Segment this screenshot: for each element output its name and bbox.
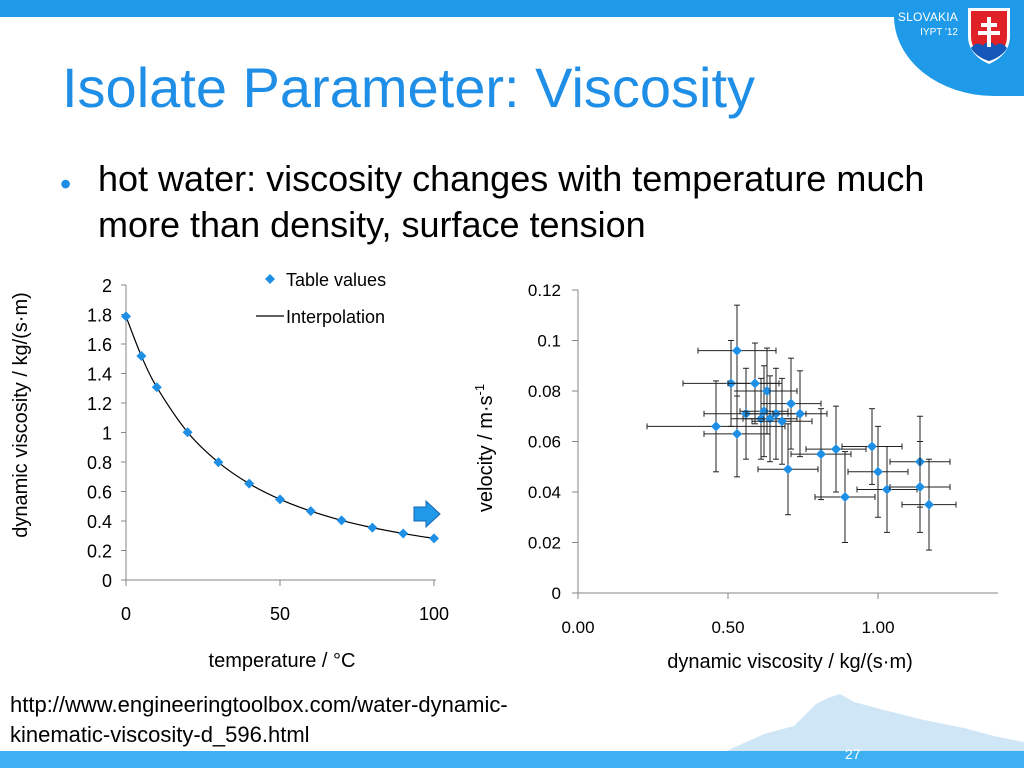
source-link[interactable]: http://www.engineeringtoolbox.com/water-… bbox=[10, 692, 508, 747]
data-point-with-error-bars bbox=[889, 441, 951, 533]
header-badge: SLOVAKIA IYPT '12 bbox=[894, 0, 1024, 96]
chart1-y-axis-label: dynamic viscosity / kg/(s·m) bbox=[10, 292, 32, 538]
data-point bbox=[367, 522, 378, 533]
y-tick-label: 0.06 bbox=[528, 433, 561, 452]
y-tick-label: 2 bbox=[102, 276, 112, 296]
chart2-x-axis-label: dynamic viscosity / kg/(s·m) bbox=[667, 651, 913, 673]
data-point bbox=[213, 457, 224, 468]
footer-bar bbox=[0, 751, 1024, 768]
data-point bbox=[336, 515, 347, 526]
bullet-marker: • bbox=[60, 166, 72, 202]
top-bar bbox=[0, 0, 1024, 17]
data-point-with-error-bars bbox=[760, 357, 822, 450]
data-point bbox=[867, 441, 877, 452]
y-tick-label: 0.8 bbox=[87, 453, 112, 473]
data-point bbox=[915, 481, 925, 492]
chart2-y-axis-label-superscript: -1 bbox=[472, 384, 487, 396]
y-tick-label: 0.04 bbox=[528, 483, 561, 502]
y-tick-label: 0.08 bbox=[528, 382, 561, 401]
x-tick-label: 50 bbox=[270, 604, 290, 624]
data-point bbox=[831, 444, 841, 455]
data-point bbox=[398, 528, 409, 539]
data-point bbox=[182, 427, 193, 438]
y-tick-label: 1.4 bbox=[87, 365, 112, 385]
data-point-with-error-bars bbox=[814, 451, 876, 543]
data-point-with-error-bars bbox=[727, 342, 783, 425]
data-point-with-error-bars bbox=[751, 377, 813, 465]
y-tick-label: 1.6 bbox=[87, 335, 112, 355]
chart1-x-axis-label: temperature / °C bbox=[209, 650, 356, 672]
data-point bbox=[121, 311, 131, 322]
interpolation-line bbox=[125, 316, 435, 539]
data-point bbox=[429, 533, 439, 544]
y-tick-label: 0 bbox=[102, 571, 112, 591]
data-point-with-error-bars bbox=[697, 304, 777, 397]
legend-label-interpolation: Interpolation bbox=[286, 307, 385, 327]
data-point bbox=[786, 398, 796, 409]
y-tick-label: 0.4 bbox=[87, 512, 112, 532]
badge-country: SLOVAKIA bbox=[897, 10, 958, 24]
page-number: 27 bbox=[845, 746, 861, 762]
data-point-with-error-bars bbox=[901, 458, 957, 551]
data-point bbox=[732, 428, 742, 439]
velocity-viscosity-chart: 0 0.02 0.04 0.06 0.08 0.1 0.12 0.00 0.50 1.00 dy… bbox=[472, 281, 998, 673]
data-point bbox=[732, 345, 742, 356]
data-point-with-error-bars bbox=[805, 405, 867, 493]
data-point bbox=[783, 464, 793, 475]
chart2-y-axis-label: velocity / m·s-1 bbox=[472, 384, 497, 512]
y-tick-label: 1.8 bbox=[87, 306, 112, 326]
x-tick-label: 0.00 bbox=[561, 618, 594, 637]
mountain-silhouette-icon bbox=[724, 694, 1024, 752]
data-point bbox=[816, 449, 826, 460]
legend-marker-table-values bbox=[265, 274, 275, 284]
data-point bbox=[777, 416, 787, 427]
bullet-text: hot water: viscosity changes with temper… bbox=[98, 158, 925, 245]
x-tick-label: 100 bbox=[419, 604, 449, 624]
data-point bbox=[136, 350, 147, 361]
x-tick-label: 0.50 bbox=[711, 618, 744, 637]
badge-text: SLOVAKIA IYPT '12 bbox=[898, 10, 958, 40]
data-point-with-error-bars bbox=[841, 408, 903, 485]
badge-event: IYPT '12 bbox=[920, 27, 958, 38]
y-tick-label: 0.1 bbox=[537, 332, 561, 351]
data-point bbox=[711, 421, 721, 432]
y-tick-label: 0.6 bbox=[87, 483, 112, 503]
data-point bbox=[924, 499, 934, 510]
data-point-with-error-bars bbox=[739, 365, 789, 458]
legend-label-table-values: Table values bbox=[286, 270, 386, 290]
coat-of-arms-icon bbox=[968, 8, 1010, 64]
y-tick-label: 0 bbox=[552, 584, 561, 603]
data-point bbox=[244, 478, 255, 489]
y-tick-label: 1.2 bbox=[87, 394, 112, 414]
chart2-y-axis-label-text: velocity / m·s bbox=[475, 395, 497, 512]
data-point bbox=[275, 494, 285, 505]
y-tick-label: 1 bbox=[102, 424, 112, 444]
data-point-with-error-bars bbox=[790, 408, 852, 501]
data-point bbox=[750, 378, 760, 389]
data-point-with-error-bars bbox=[757, 423, 819, 516]
arrow-right-icon bbox=[413, 499, 441, 529]
viscosity-temperature-chart: 0 0.2 0.4 0.6 0.8 1 1.2 1.4 1.6 1.8 2 0 50 100 tempe… bbox=[10, 270, 449, 672]
data-point-with-error-bars bbox=[856, 446, 918, 533]
data-point bbox=[305, 506, 316, 517]
data-point bbox=[840, 492, 850, 503]
x-tick-label: 0 bbox=[121, 604, 131, 624]
data-point bbox=[873, 466, 883, 477]
data-point-with-error-bars bbox=[646, 380, 786, 473]
slide-title: Isolate Parameter: Viscosity bbox=[62, 56, 756, 119]
data-point-with-error-bars bbox=[703, 390, 771, 478]
y-tick-label: 0.12 bbox=[528, 281, 561, 300]
y-tick-label: 0.2 bbox=[87, 542, 112, 562]
y-tick-label: 0.02 bbox=[528, 534, 561, 553]
data-point-with-error-bars bbox=[772, 370, 828, 458]
data-point-with-error-bars bbox=[847, 425, 909, 518]
data-point bbox=[151, 382, 162, 393]
data-point bbox=[795, 408, 805, 419]
x-tick-label: 1.00 bbox=[861, 618, 894, 637]
